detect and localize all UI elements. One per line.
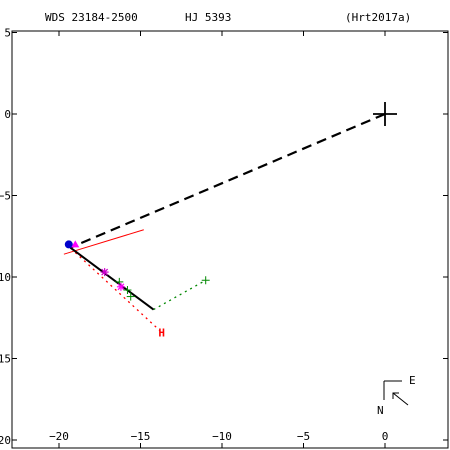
wds-id: WDS 23184-2500 bbox=[45, 11, 138, 24]
y-tick-label: −15 bbox=[0, 353, 11, 366]
y-tick-label: −5 bbox=[0, 190, 11, 203]
y-tick-label: −20 bbox=[0, 434, 11, 447]
x-tick-label: −20 bbox=[49, 430, 69, 443]
red-dotted-line bbox=[74, 252, 161, 332]
red-line bbox=[63, 229, 144, 255]
discoverer-designation: HJ 5393 bbox=[185, 11, 231, 24]
compass-north-label: N bbox=[377, 404, 384, 417]
compass-east-label: E bbox=[409, 374, 416, 387]
x-tick-label: 0 bbox=[382, 430, 389, 443]
point-star bbox=[116, 282, 125, 291]
orbit-arc bbox=[69, 246, 155, 311]
point-plus bbox=[201, 276, 210, 285]
point-star bbox=[100, 268, 109, 277]
compass: E N bbox=[377, 374, 416, 417]
plot-frame bbox=[11, 30, 449, 449]
h-label: H bbox=[158, 326, 165, 339]
x-tick-label: −10 bbox=[212, 430, 232, 443]
axis-ticks: −20 −15 −10 −5 0 5 0 −5 −10 −15 −20 bbox=[0, 27, 448, 448]
point-star-d2 bbox=[101, 268, 109, 276]
point-plus bbox=[126, 292, 135, 301]
point-plus bbox=[123, 286, 132, 295]
data-marks: H bbox=[63, 102, 397, 339]
node-line bbox=[69, 112, 386, 249]
motion-arrow-head bbox=[392, 392, 399, 399]
reference-code: (Hrt2017a) bbox=[345, 11, 411, 24]
y-tick-label: 0 bbox=[4, 108, 11, 121]
x-tick-label: −15 bbox=[131, 430, 151, 443]
motion-arrow-shaft bbox=[392, 392, 409, 406]
point-star-d2 bbox=[117, 283, 125, 291]
y-tick-label: −10 bbox=[0, 271, 11, 284]
point-dot bbox=[64, 240, 73, 249]
x-tick-label: −5 bbox=[297, 430, 310, 443]
point-triangle bbox=[71, 240, 80, 248]
green-dotted-line bbox=[153, 279, 207, 311]
y-tick-label: 5 bbox=[4, 27, 11, 40]
